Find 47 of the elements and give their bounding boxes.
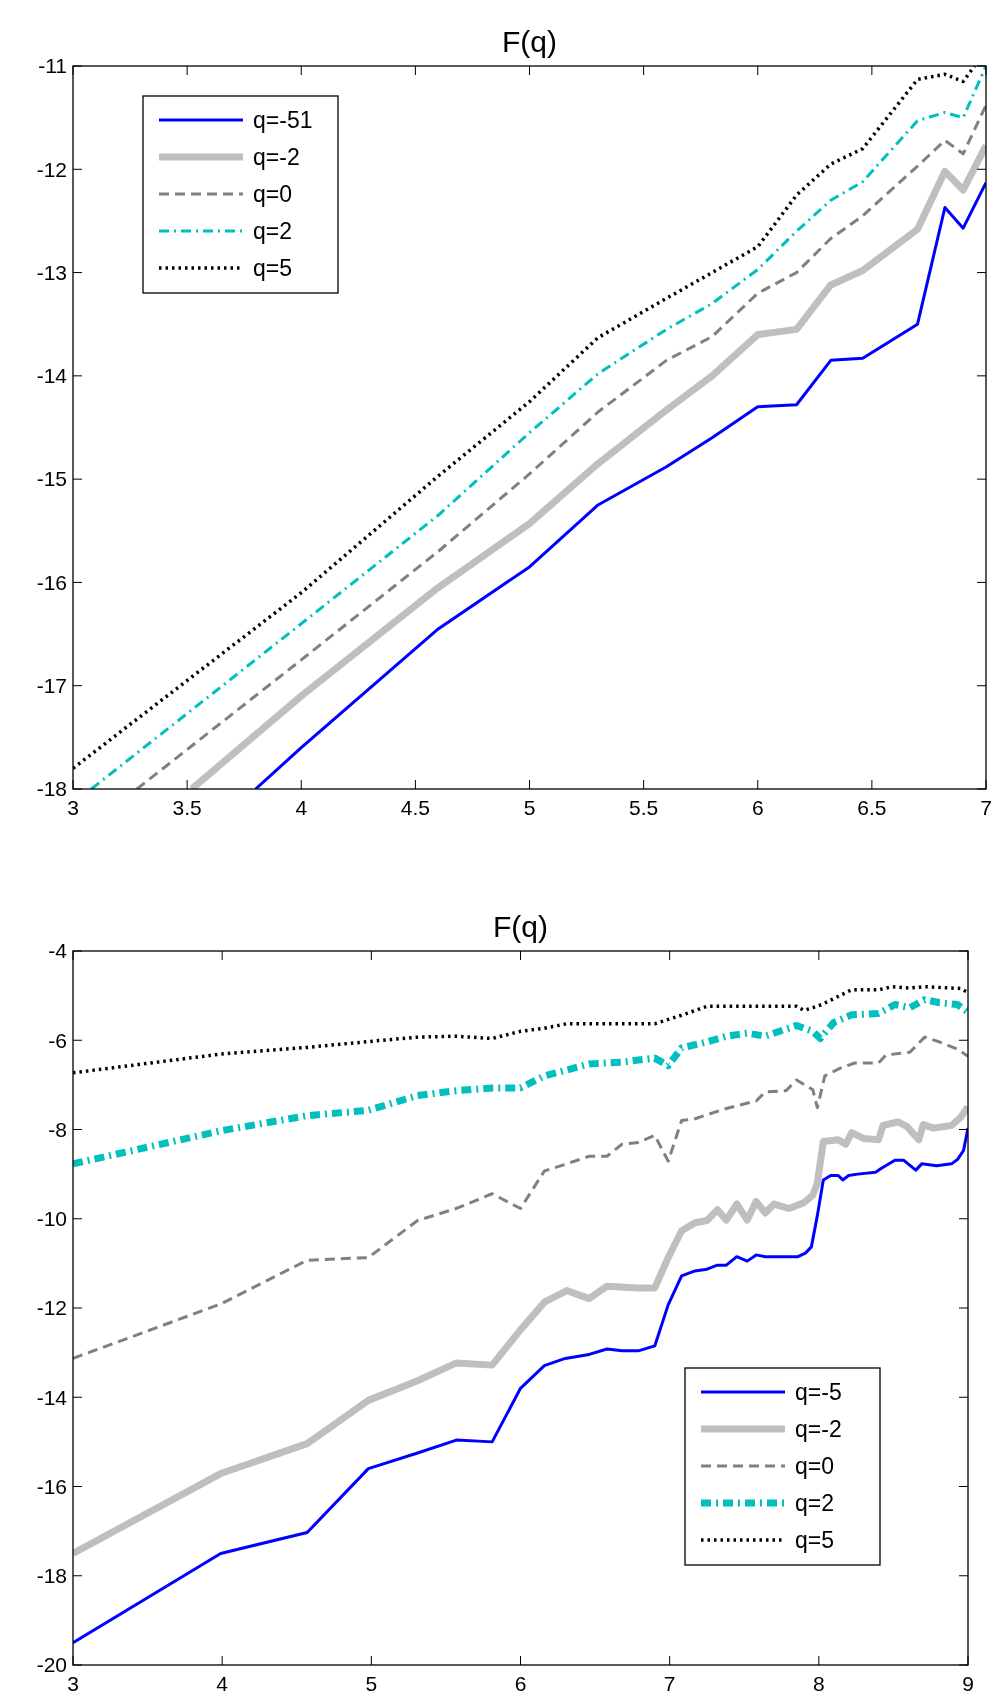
legend-label: q=0: [253, 181, 293, 208]
line-series: [73, 1126, 968, 1645]
x-tick-label: 6.5: [857, 796, 887, 819]
x-tick-label: 6: [751, 796, 764, 819]
y-tick-label: -13: [36, 260, 67, 284]
x-tick-label: 5: [523, 796, 536, 819]
y-tick-label: -18: [36, 1564, 67, 1588]
x-tick-label: 4: [295, 796, 308, 819]
y-tick-label: -17: [36, 674, 67, 698]
legend-label: q=-5: [795, 1379, 842, 1406]
legend-label: q=-2: [795, 1416, 842, 1443]
legend-label: q=-2: [253, 144, 300, 171]
y-tick-label: -12: [36, 157, 67, 181]
y-tick-label: -8: [48, 1117, 67, 1141]
x-tick-label: 3: [67, 1672, 79, 1695]
legend-label: q=5: [253, 255, 293, 282]
y-tick-label: -4: [48, 939, 68, 963]
x-tick-label: 4: [216, 1672, 229, 1695]
x-tick-label: 5.5: [629, 796, 659, 819]
x-tick-label: 5: [365, 1672, 378, 1695]
line-series: [73, 1035, 968, 1360]
y-tick-label: -6: [48, 1028, 67, 1052]
x-tick-label: 8: [812, 1672, 825, 1695]
chart-title: F(q): [502, 25, 557, 58]
y-tick-label: -14: [36, 364, 68, 388]
y-tick-label: -20: [36, 1653, 67, 1677]
y-tick-label: -16: [36, 1474, 67, 1498]
x-tick-label: 3: [67, 796, 79, 819]
x-tick-label: 6: [514, 1672, 527, 1695]
legend-label: q=5: [795, 1527, 835, 1554]
x-tick-label: 7: [980, 796, 992, 819]
y-tick-label: -18: [36, 777, 67, 801]
y-tick-label: -14: [36, 1385, 68, 1409]
y-tick-label: -10: [36, 1207, 67, 1231]
x-tick-label: 3.5: [172, 796, 202, 819]
x-tick-label: 4.5: [400, 796, 430, 819]
y-tick-label: -16: [36, 570, 67, 594]
legend-label: q=2: [253, 218, 293, 245]
legend-label: q=0: [795, 1453, 835, 1480]
y-tick-label: -15: [36, 467, 67, 491]
y-tick-label: -12: [36, 1296, 67, 1320]
x-tick-label: 7: [663, 1672, 676, 1695]
legend-label: q=2: [795, 1490, 835, 1517]
x-tick-label: 9: [962, 1672, 974, 1695]
legend-label: q=-51: [253, 107, 313, 134]
chart-title: F(q): [493, 910, 548, 943]
y-tick-label: -11: [38, 54, 67, 78]
